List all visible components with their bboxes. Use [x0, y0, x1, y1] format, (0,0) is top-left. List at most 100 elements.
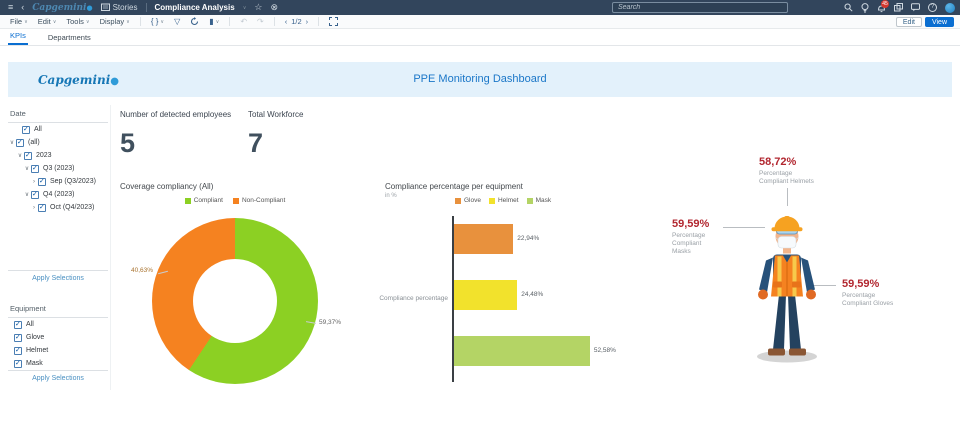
bar-value-helmet: 24,48%: [521, 291, 544, 298]
callout-line: [723, 227, 765, 228]
stories-label: Stories: [112, 3, 138, 12]
page-prev-icon[interactable]: ‹: [284, 17, 288, 26]
chevron-down-icon[interactable]: ∨: [9, 140, 15, 146]
legend-compliant[interactable]: Compliant: [184, 197, 223, 204]
menu-edit[interactable]: Edit ∨: [37, 17, 57, 26]
chevron-down-icon[interactable]: ∨: [24, 166, 30, 172]
checkbox-checked[interactable]: ✓: [31, 164, 39, 173]
view-mode-button[interactable]: View: [924, 17, 954, 27]
checkbox-checked[interactable]: ✓: [24, 151, 32, 160]
back-icon[interactable]: ‹: [21, 2, 25, 12]
filter-icon[interactable]: ▽: [174, 16, 181, 26]
date-apply-selections-button[interactable]: Apply Selections: [32, 275, 84, 282]
date-tree-item[interactable]: ∨ ✓ (all): [8, 136, 108, 149]
chat-icon[interactable]: [911, 3, 920, 12]
bar-mask[interactable]: [454, 336, 590, 366]
checkbox-checked[interactable]: ✓: [38, 203, 46, 212]
legend-swatch: [184, 197, 191, 204]
checkbox-checked[interactable]: ✓: [22, 125, 30, 134]
user-avatar[interactable]: [945, 2, 955, 13]
bookmark-icon[interactable]: ▮ ∨: [209, 15, 219, 29]
menu-display[interactable]: Display ∨: [99, 17, 130, 26]
date-tree-item[interactable]: › ✓ Sep (Q3/2023): [8, 175, 108, 188]
bar-glove[interactable]: [454, 224, 514, 254]
stories-nav[interactable]: Stories: [100, 3, 138, 12]
checkbox-checked[interactable]: ✓: [14, 346, 22, 355]
legend-label: Mask: [535, 197, 552, 204]
checkbox-checked[interactable]: ✓: [31, 190, 39, 199]
checkbox-checked[interactable]: ✓: [14, 320, 22, 329]
search-icon[interactable]: [844, 3, 853, 12]
date-tree-item[interactable]: ∨ ✓ 2023: [8, 149, 108, 162]
equipment-item[interactable]: ✓ Helmet: [8, 344, 108, 357]
undo-icon[interactable]: ↶: [240, 16, 248, 26]
checkbox-checked[interactable]: ✓: [38, 177, 46, 186]
checkbox-checked[interactable]: ✓: [14, 333, 22, 342]
equipment-item[interactable]: ✓ Mask: [8, 357, 108, 370]
capgemini-logo: Capgemini●: [32, 2, 93, 13]
close-circle-icon[interactable]: ⊗: [270, 2, 278, 12]
shell-actions: 45 ?: [844, 0, 955, 15]
checkbox-checked[interactable]: ✓: [16, 138, 24, 147]
help-icon[interactable]: ?: [928, 3, 937, 12]
tree-item-label: 2023: [36, 152, 52, 159]
bar-row-glove[interactable]: 22,94%: [454, 224, 609, 254]
chevron-down-icon[interactable]: ∨: [242, 4, 247, 11]
tab-departments[interactable]: Departments: [47, 33, 91, 42]
legend-glove[interactable]: Glove: [455, 197, 481, 204]
divider: [318, 17, 320, 26]
search-input[interactable]: [612, 2, 788, 13]
date-tree-item[interactable]: ∨ ✓ Q4 (2023): [8, 188, 108, 201]
divider: [273, 17, 275, 26]
date-tree-item[interactable]: › ✓ Oct (Q4/2023): [8, 201, 108, 214]
date-tree-item[interactable]: ✓ All: [8, 123, 108, 136]
tab-kpis[interactable]: KPIs: [8, 28, 28, 45]
legend-mask[interactable]: Mask: [526, 197, 552, 204]
equipment-item-label: Helmet: [26, 347, 49, 354]
check-icon: ✓: [15, 333, 21, 341]
mask-callout-label: Compliant: [672, 240, 702, 247]
copy-share-icon[interactable]: [894, 3, 903, 12]
story-title: Compliance Analysis: [154, 3, 235, 12]
chevron-down-icon: ∨: [215, 18, 220, 25]
chevron-down-icon[interactable]: ∨: [17, 153, 23, 159]
fullscreen-icon[interactable]: [329, 17, 339, 26]
checkbox-checked[interactable]: ✓: [14, 359, 22, 368]
legend-label: Helmet: [497, 197, 519, 204]
hamburger-menu-icon[interactable]: ≡: [8, 2, 14, 12]
page-next-icon[interactable]: ›: [305, 17, 309, 26]
bar-row-mask[interactable]: 52,58%: [454, 336, 616, 366]
chevron-right-icon[interactable]: ›: [33, 178, 35, 185]
date-tree-item[interactable]: ∨ ✓ Q3 (2023): [8, 162, 108, 175]
notifications-bell[interactable]: 45: [877, 0, 889, 13]
lightbulb-icon[interactable]: [861, 2, 869, 13]
equipment-filter-title: Equipment: [10, 304, 46, 313]
stories-icon: [100, 3, 110, 11]
equipment-apply-selections-button[interactable]: Apply Selections: [32, 375, 84, 382]
bar-track: 24,48%: [454, 280, 609, 310]
chevron-down-icon[interactable]: ∨: [24, 192, 30, 198]
bar-row-helmet[interactable]: 24,48%: [454, 280, 609, 310]
bar-axis-title: Compliance percentage: [379, 295, 448, 302]
kpi-detected-label: Number of detected employees: [120, 110, 232, 119]
favorite-star-icon[interactable]: ☆: [254, 2, 263, 12]
equipment-item[interactable]: ✓ All: [8, 318, 108, 331]
chevron-down-icon: ∨: [160, 18, 165, 25]
redo-icon[interactable]: ↷: [257, 16, 264, 26]
edit-mode-button[interactable]: Edit: [895, 17, 922, 27]
mask-callout-value: 59,59%: [672, 218, 710, 230]
chevron-right-icon[interactable]: ›: [33, 204, 35, 211]
legend-non-compliant[interactable]: Non-Compliant: [232, 197, 285, 204]
check-icon: ✓: [32, 164, 38, 172]
legend-helmet[interactable]: Helmet: [488, 197, 519, 204]
equipment-item[interactable]: ✓ Glove: [8, 331, 108, 344]
callout-line: [812, 285, 836, 286]
mode-switch: Edit View: [895, 17, 954, 27]
menu-tools[interactable]: Tools ∨: [66, 17, 90, 26]
refresh-icon[interactable]: [190, 17, 199, 26]
menu-file[interactable]: File ∨: [10, 17, 28, 26]
bar-helmet[interactable]: [454, 280, 518, 310]
equipment-item-label: Mask: [26, 360, 43, 367]
expressions-icon[interactable]: { } ∨: [151, 15, 164, 29]
